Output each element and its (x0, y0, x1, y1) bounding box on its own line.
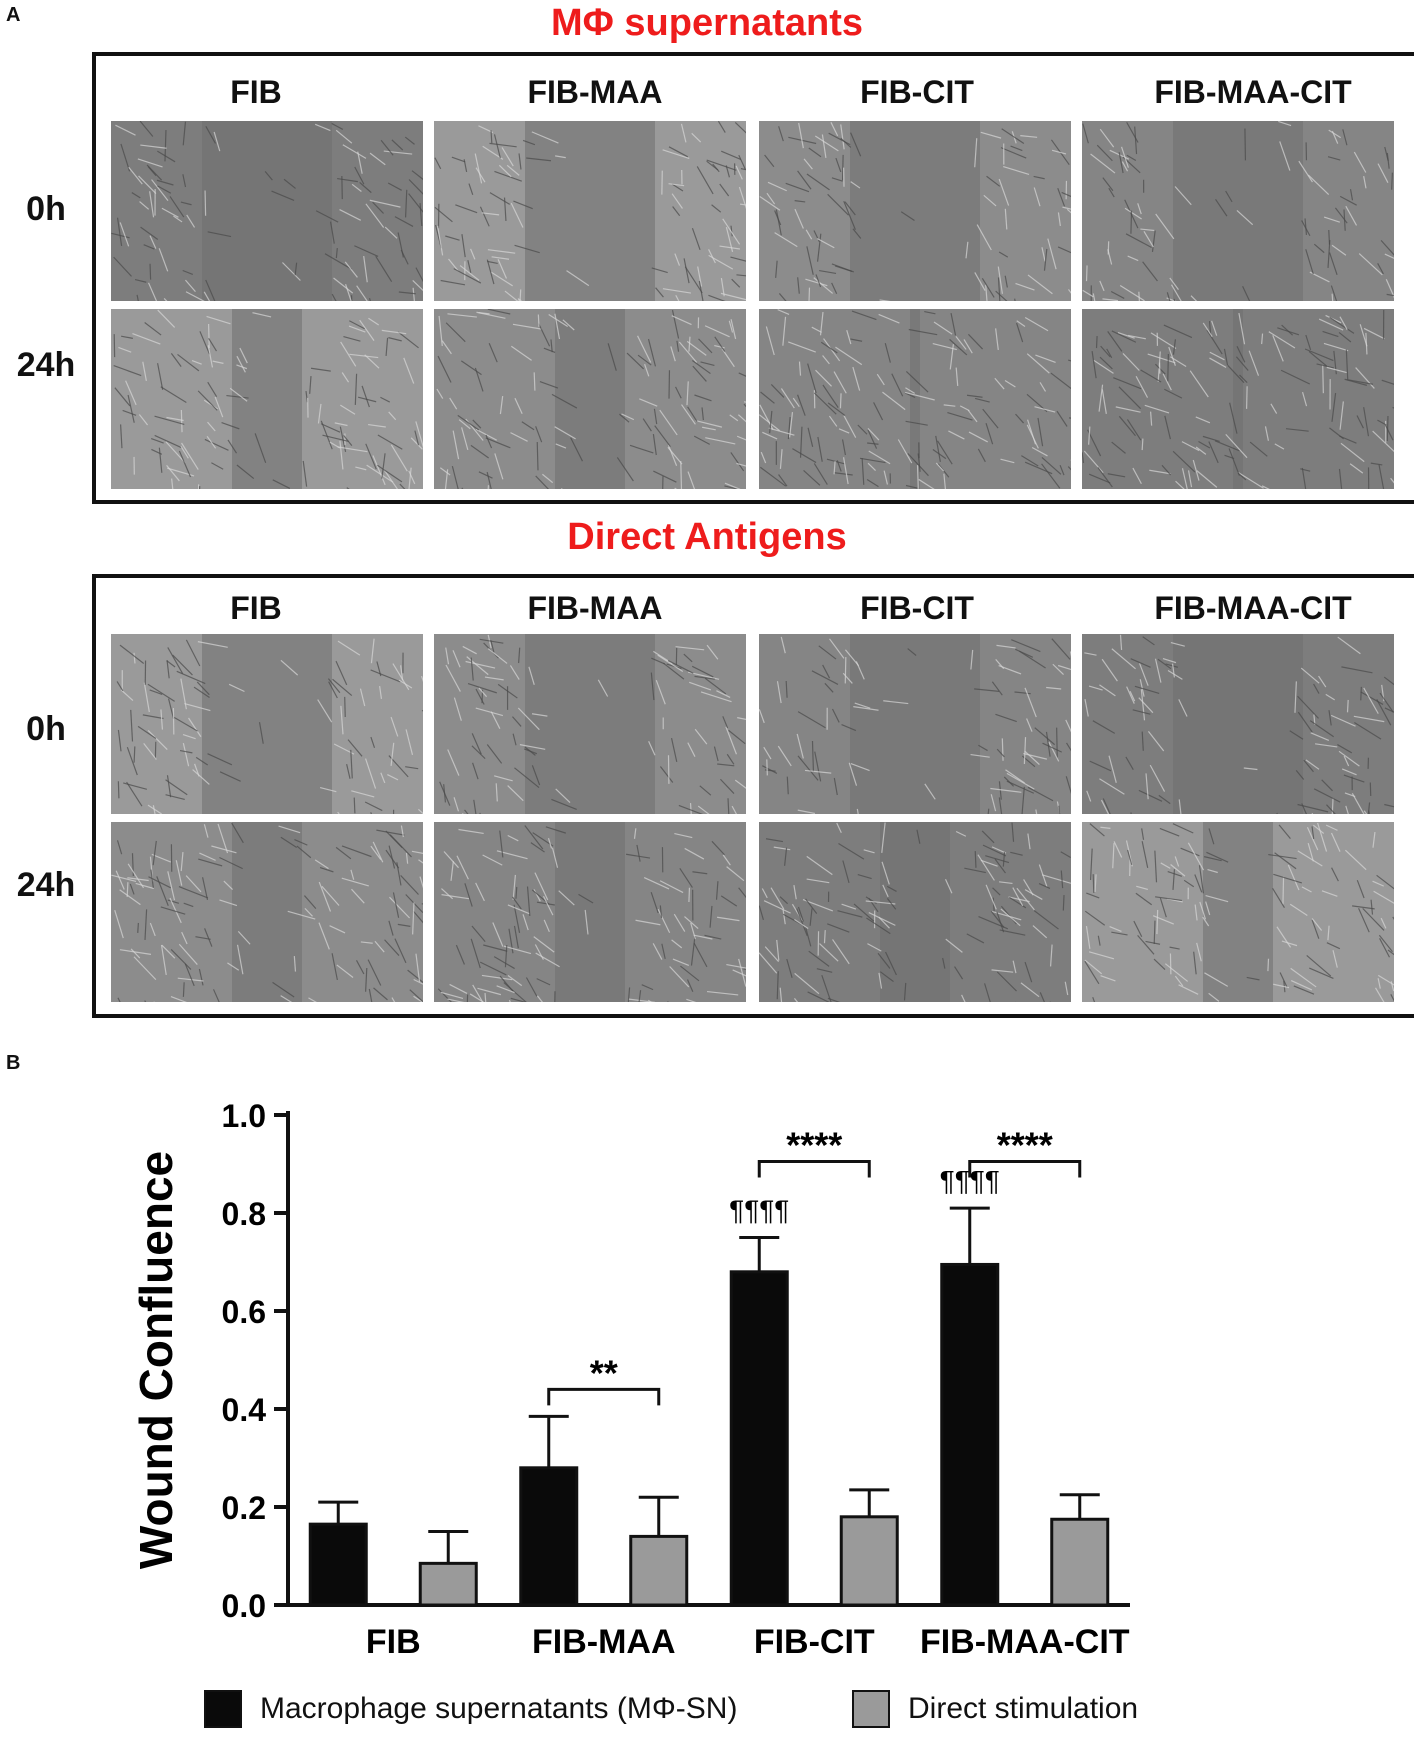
bar-gray (841, 1517, 897, 1605)
col-label-fib-maa-cit: FIB-MAA-CIT (1093, 74, 1413, 111)
y-tick-label: 0.0 (222, 1588, 266, 1624)
x-tick-label: FIB-MAA (532, 1623, 676, 1661)
legend-label-gray: Direct stimulation (908, 1692, 1138, 1726)
pilcrow-significance: ¶¶¶¶ (729, 1195, 789, 1226)
col-label-fib-maa: FIB-MAA (435, 74, 755, 111)
micrograph-image (111, 309, 423, 489)
col-label-fib-2: FIB (96, 590, 416, 627)
significance-stars: **** (786, 1125, 842, 1166)
micrograph-image (759, 309, 1071, 489)
micrograph-image (1082, 309, 1394, 489)
col-label-fib-cit: FIB-CIT (757, 74, 1077, 111)
legend-item-black: Macrophage supernatants (MΦ-SN) (204, 1690, 737, 1728)
legend-item-gray: Direct stimulation (852, 1690, 1138, 1728)
col-label-fib: FIB (96, 74, 416, 111)
section-title-direct: Direct Antigens (0, 516, 1414, 559)
bar-black (731, 1272, 787, 1605)
bar-black (521, 1468, 577, 1605)
micrograph-image (434, 822, 746, 1002)
micrograph-image (759, 121, 1071, 301)
y-axis-label: Wound Confluence (130, 1151, 182, 1569)
y-tick-label: 1.0 (222, 1098, 266, 1134)
x-tick-label: FIB (366, 1623, 421, 1661)
bar-chart: 0.0 0.2 0.4 0.6 0.8 1.0 Wound Confluence FIB FIB… (0, 1040, 1414, 1737)
x-tick-label: FIB-MAA-CIT (920, 1623, 1130, 1661)
row-label-0h-2: 0h (0, 710, 92, 749)
bar-gray (1052, 1519, 1108, 1605)
y-tick-label: 0.6 (222, 1294, 266, 1330)
row-label-0h: 0h (0, 190, 92, 229)
legend-label-black: Macrophage supernatants (MΦ-SN) (260, 1692, 737, 1726)
micrograph-image (111, 822, 423, 1002)
bar-gray (631, 1536, 687, 1605)
micrograph-image (759, 634, 1071, 814)
significance-stars: ** (590, 1352, 618, 1393)
col-label-fib-cit-2: FIB-CIT (757, 590, 1077, 627)
micrograph-image (1082, 822, 1394, 1002)
y-tick-label: 0.2 (222, 1490, 266, 1526)
legend-swatch-black (204, 1690, 242, 1728)
row-label-24h: 24h (0, 346, 92, 385)
micrograph-image (434, 634, 746, 814)
micrograph-image (111, 121, 423, 301)
col-label-fib-maa-cit-2: FIB-MAA-CIT (1093, 590, 1413, 627)
micrograph-image (1082, 121, 1394, 301)
bar-black (942, 1264, 998, 1605)
row-label-24h-2: 24h (0, 866, 92, 905)
pilcrow-significance: ¶¶¶¶ (940, 1165, 1000, 1196)
micrograph-image (434, 309, 746, 489)
micrograph-image (1082, 634, 1394, 814)
significance-stars: **** (997, 1125, 1053, 1166)
micrograph-image (111, 634, 423, 814)
y-tick-label: 0.8 (222, 1196, 266, 1232)
micrograph-image (434, 121, 746, 301)
micrograph-image (759, 822, 1071, 1002)
legend-swatch-gray (852, 1690, 890, 1728)
x-tick-label: FIB-CIT (754, 1623, 875, 1661)
bar-black (310, 1524, 366, 1605)
bar-gray (420, 1563, 476, 1605)
y-tick-label: 0.4 (222, 1392, 267, 1428)
col-label-fib-maa-2: FIB-MAA (435, 590, 755, 627)
section-title-supernatants: MΦ supernatants (0, 2, 1414, 45)
